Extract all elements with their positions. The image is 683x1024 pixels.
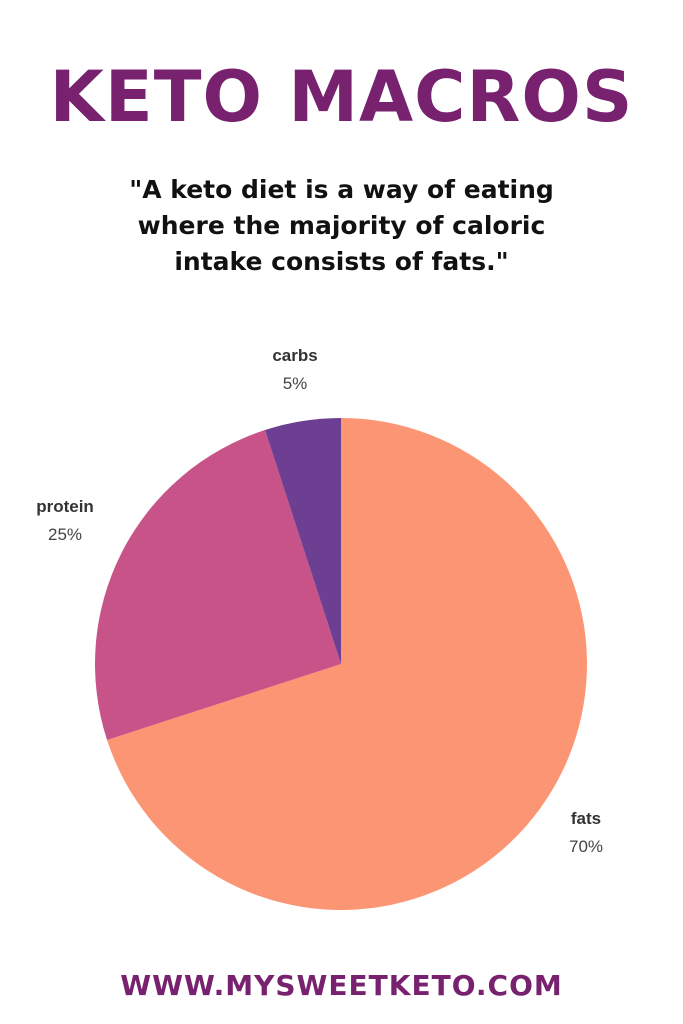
pie-labels: fats 70% protein 25% carbs 5% (36, 346, 603, 856)
slice-label-carbs: carbs (272, 346, 317, 365)
pie-slice-protein (95, 430, 341, 741)
slice-value-protein: 25% (48, 525, 82, 544)
pie-slice-carbs (264, 418, 341, 664)
macros-pie-chart: fats 70% protein 25% carbs 5% (36, 346, 603, 910)
slice-label-fats: fats (571, 809, 601, 828)
slice-value-fats: 70% (569, 837, 603, 856)
slice-label-protein: protein (36, 497, 94, 516)
keto-definition-quote: "A keto diet is a way of eating where th… (129, 175, 554, 276)
pie-slice-fats (107, 418, 587, 910)
pie-slices (95, 418, 587, 910)
page-title: KETO MACROS (49, 56, 634, 138)
website-url: WWW.MYSWEETKETO.COM (120, 969, 563, 1002)
slice-value-carbs: 5% (283, 374, 308, 393)
